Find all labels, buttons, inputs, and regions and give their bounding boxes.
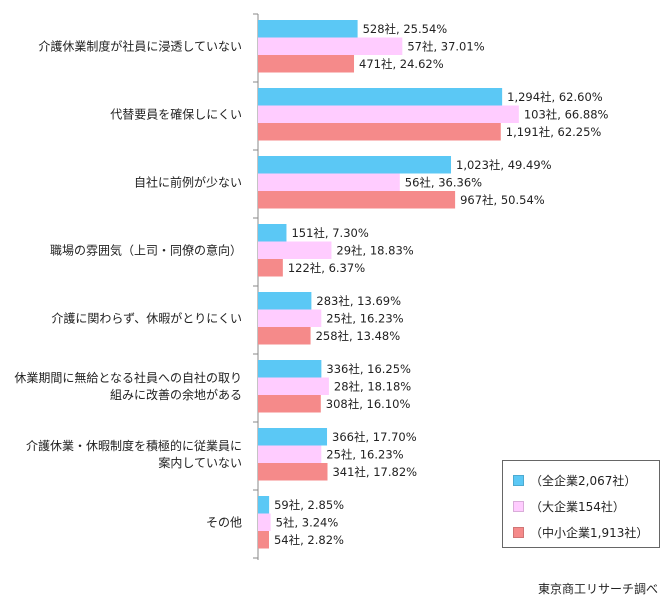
data-label: 28社, 18.18% [334,379,411,393]
data-label: 103社, 66.88% [524,107,609,121]
data-label: 151社, 7.30% [291,226,368,240]
data-label: 59社, 2.85% [274,498,344,512]
bar-sme [258,259,283,277]
legend: （全企業2,067社） （大企業154社） （中小企業1,913社） [502,460,660,548]
bar-all [258,20,358,38]
bar-sme [258,191,456,209]
legend-swatch-all [513,474,524,486]
bar-all [258,496,270,514]
bar-all [258,360,322,378]
category-label: 案内していない [158,455,242,470]
category-label: 代替要員を確保しにくい [110,106,242,121]
bar-sme [258,463,328,481]
legend-label-large: （大企業154社） [530,499,625,514]
data-label: 341社, 17.82% [332,465,417,479]
legend-item-large: （大企業154社） [513,497,625,515]
data-label: 25社, 16.23% [326,447,403,461]
data-label: 25社, 16.23% [326,311,403,325]
legend-item-sme: （中小企業1,913社） [513,523,648,541]
bar-large [258,37,403,55]
data-label: 471社, 24.62% [359,57,444,71]
legend-swatch-large [513,500,524,512]
data-label: 258社, 13.48% [316,329,401,343]
category-label: 介護休業制度が社員に浸透していない [38,38,242,53]
bar-large [258,309,322,327]
data-label: 283社, 13.69% [316,294,401,308]
data-label: 967社, 50.54% [460,193,545,207]
bar-large [258,105,519,123]
bar-sme [258,55,355,73]
bar-all [258,156,452,174]
category-label: 介護休業・休暇制度を積極的に従業員に [26,438,242,453]
legend-label-all: （全企業2,067社） [530,473,637,488]
bar-all [258,88,503,106]
data-label: 1,294社, 62.60% [507,90,603,104]
data-label: 122社, 6.37% [288,261,365,275]
bar-sme [258,327,311,345]
data-label: 366社, 17.70% [332,430,417,444]
data-label: 528社, 25.54% [363,22,448,36]
bar-all [258,428,328,446]
data-label: 1,191社, 62.25% [506,125,602,139]
bar-large [258,173,400,191]
legend-label-sme: （中小企業1,913社） [530,525,649,540]
legend-swatch-sme [513,526,524,538]
category-label: 組みに改善の余地がある [110,387,242,402]
data-label: 1,023社, 49.49% [456,158,552,172]
data-label: 54社, 2.82% [274,533,344,547]
bar-all [258,224,287,242]
category-label: 職場の雰囲気（上司・同僚の意向） [50,242,242,257]
category-label: その他 [206,515,242,529]
data-label: 56社, 36.36% [405,175,482,189]
legend-item-all: （全企業2,067社） [513,471,636,489]
bar-sme [258,123,501,141]
bar-large [258,377,329,395]
bar-large [258,241,332,259]
bar-sme [258,395,321,413]
data-label: 29社, 18.83% [336,243,413,257]
category-label: 自社に前例が少ない [134,174,242,189]
source-note: 東京商工リサーチ調べ [537,582,658,596]
data-label: 308社, 16.10% [326,397,411,411]
bar-all [258,292,312,310]
data-label: 336社, 16.25% [326,362,411,376]
data-label: 5社, 3.24% [276,515,339,529]
category-label: 休業期間に無給となる社員への自社の取り [14,370,242,385]
category-label: 介護に関わらず、休暇がとりにくい [51,310,242,325]
data-label: 57社, 37.01% [407,39,484,53]
bar-large [258,513,271,531]
bar-large [258,445,322,463]
bar-sme [258,531,269,549]
